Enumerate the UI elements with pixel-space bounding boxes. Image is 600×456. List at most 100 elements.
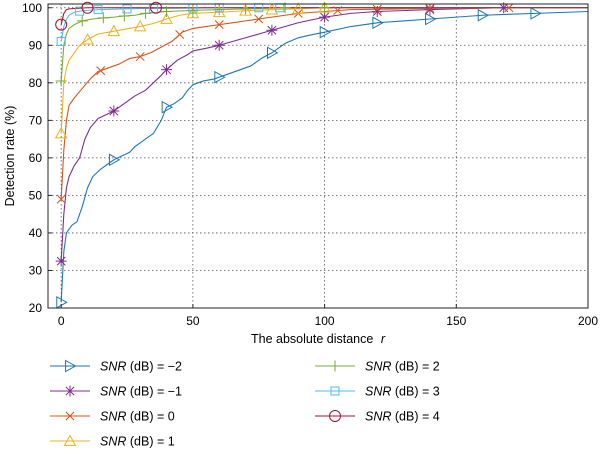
legend-item: SNR (dB) = −2 bbox=[50, 360, 182, 374]
series-marker-4 bbox=[97, 12, 109, 24]
series-marker-0 bbox=[267, 46, 279, 60]
series-marker-0 bbox=[477, 8, 490, 22]
series-marker-1 bbox=[108, 105, 120, 117]
legend-label-value: = −2 bbox=[157, 360, 182, 374]
y-axis-label: Detection rate (%) bbox=[3, 106, 17, 207]
legend-label: SNR (dB) = −2 bbox=[100, 360, 182, 374]
y-tick-label: 60 bbox=[29, 151, 43, 165]
series-marker-3 bbox=[239, 4, 252, 16]
legend-item: SNR (dB) = −1 bbox=[50, 385, 182, 399]
y-tick-label: 100 bbox=[22, 1, 42, 15]
series-marker-0 bbox=[425, 12, 437, 26]
series-marker-2 bbox=[56, 194, 66, 204]
legend-label-unit: (dB) bbox=[391, 360, 422, 374]
legend-label-prefix: SNR bbox=[100, 360, 126, 374]
series-line-3 bbox=[60, 7, 588, 134]
series-marker-3 bbox=[54, 126, 68, 139]
series-marker-2 bbox=[214, 20, 224, 30]
legend-item: SNR (dB) = 4 bbox=[315, 410, 440, 424]
series-marker-0 bbox=[319, 25, 332, 39]
legend-item: SNR (dB) = 1 bbox=[50, 434, 175, 449]
series-marker-3 bbox=[186, 6, 200, 19]
x-tick-label: 200 bbox=[578, 314, 598, 328]
legend-label-prefix: SNR bbox=[100, 385, 126, 399]
series-marker-5 bbox=[93, 5, 103, 15]
legend-marker bbox=[64, 385, 76, 397]
series-marker-4 bbox=[240, 3, 252, 15]
y-tick-label: 50 bbox=[29, 188, 43, 202]
legend-label-value: = 2 bbox=[422, 360, 440, 374]
legend-label-prefix: SNR bbox=[365, 410, 391, 424]
series-marker-2 bbox=[96, 66, 106, 76]
series-marker-5 bbox=[122, 4, 132, 14]
legend-label-prefix: SNR bbox=[100, 410, 126, 424]
series-marker-2 bbox=[333, 6, 343, 16]
series-marker-1 bbox=[498, 2, 510, 14]
plot-frame bbox=[47, 3, 589, 309]
x-tick-label: 0 bbox=[58, 314, 65, 328]
legend-label-value: = 1 bbox=[157, 435, 175, 449]
y-tick-label: 90 bbox=[29, 38, 43, 52]
series-marker-3 bbox=[160, 12, 173, 24]
series-marker-1 bbox=[424, 4, 436, 16]
legend-label: SNR (dB) = 1 bbox=[100, 435, 175, 449]
legend-marker bbox=[63, 434, 77, 446]
series-marker-4 bbox=[139, 7, 151, 19]
series-marker-2 bbox=[425, 4, 435, 13]
legend-label-value: = 3 bbox=[422, 385, 440, 399]
x-tick-label: 50 bbox=[186, 314, 200, 328]
legend-label: SNR (dB) = 4 bbox=[365, 410, 440, 424]
series-marker-3 bbox=[81, 33, 94, 45]
legend-item: SNR (dB) = 0 bbox=[50, 410, 175, 424]
series-marker-1 bbox=[213, 39, 225, 51]
y-axis-ticks: 20 30 40 50 60 70 80 90 100 bbox=[22, 1, 52, 315]
series-marker-0 bbox=[161, 100, 174, 114]
series-line-1 bbox=[60, 7, 588, 262]
y-tick-label: 30 bbox=[29, 263, 43, 277]
y-tick-label: 40 bbox=[29, 226, 43, 240]
series-marker-2 bbox=[254, 14, 264, 24]
legend-label-value: = 0 bbox=[157, 410, 175, 424]
series-marker-2 bbox=[135, 52, 145, 62]
legend-marker bbox=[330, 386, 340, 396]
legend-label-prefix: SNR bbox=[365, 360, 391, 374]
series-marker-6 bbox=[81, 1, 94, 14]
legend-label-value: = 4 bbox=[422, 410, 440, 424]
legend-label-prefix: SNR bbox=[365, 385, 391, 399]
series-marker-6 bbox=[55, 18, 68, 31]
series-marker-3 bbox=[265, 3, 279, 15]
legend-label-unit: (dB) bbox=[391, 385, 422, 399]
x-tick-label: 150 bbox=[446, 314, 466, 328]
series-marker-0 bbox=[56, 296, 68, 309]
legend-label-unit: (dB) bbox=[391, 410, 422, 424]
legend-label: SNR (dB) = 3 bbox=[365, 385, 440, 399]
legend-label-unit: (dB) bbox=[126, 360, 157, 374]
series-marker-1 bbox=[371, 6, 383, 18]
x-axis-ticks: 0 50 100 150 200 bbox=[58, 304, 598, 328]
series-marker-4 bbox=[55, 75, 67, 87]
series-marker-1 bbox=[266, 24, 278, 36]
legend-item: SNR (dB) = 2 bbox=[315, 360, 440, 374]
x-axis-label: The absolute distance r bbox=[251, 332, 386, 346]
series-marker-0 bbox=[108, 153, 121, 167]
legend-label: SNR (dB) = 0 bbox=[100, 410, 175, 424]
series-marker-2 bbox=[504, 3, 514, 13]
series-marker-2 bbox=[372, 4, 382, 14]
series-marker-1 bbox=[319, 11, 331, 23]
series-markers bbox=[54, 1, 542, 309]
legend-item: SNR (dB) = 3 bbox=[315, 385, 440, 399]
x-axis-label-var: r bbox=[381, 332, 386, 346]
y-tick-label: 20 bbox=[29, 301, 43, 315]
series-marker-3 bbox=[133, 19, 147, 32]
legend-label-unit: (dB) bbox=[126, 410, 157, 424]
legend-label-unit: (dB) bbox=[126, 435, 157, 449]
legend-label: SNR (dB) = −1 bbox=[100, 385, 182, 399]
series-marker-4 bbox=[76, 15, 88, 27]
x-tick-label: 100 bbox=[315, 314, 335, 328]
series-marker-4 bbox=[118, 10, 130, 22]
series-marker-1 bbox=[55, 255, 67, 267]
series-marker-5 bbox=[56, 37, 66, 47]
series-line-6 bbox=[60, 7, 588, 25]
